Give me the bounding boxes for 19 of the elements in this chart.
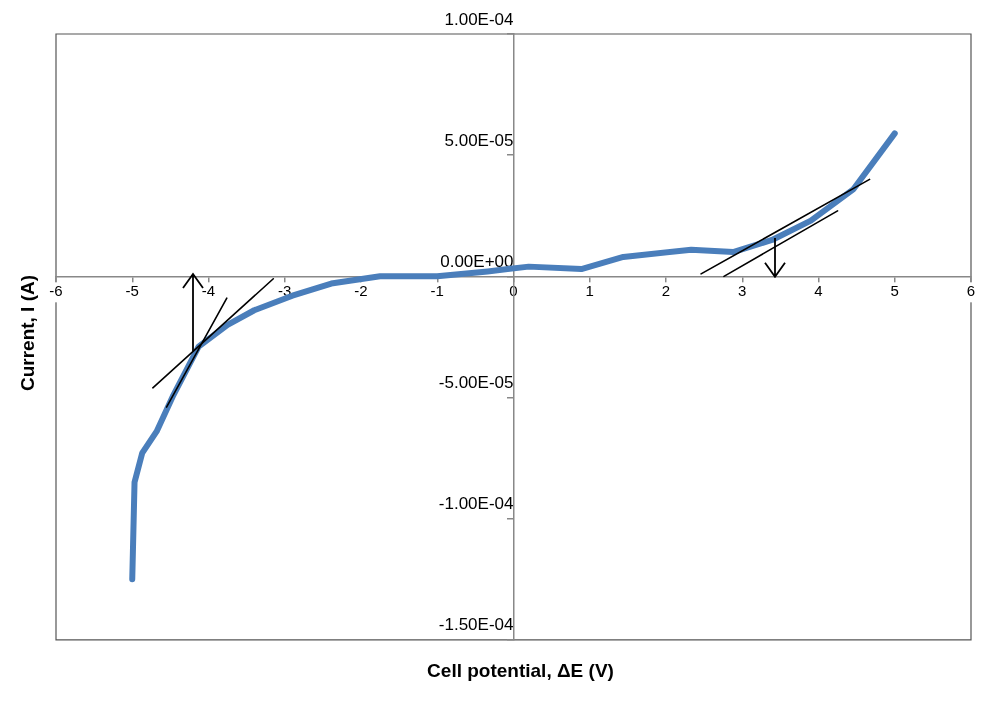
y-tick-label: -1.50E-04 (438, 615, 514, 635)
x-tick-label: 6 (966, 282, 976, 300)
y-tick-label: -5.00E-05 (438, 373, 514, 393)
x-axis-title: Cell potential, ΔE (V) (426, 660, 615, 682)
x-tick-label: 4 (814, 282, 823, 300)
y-axis-title: Current, I (A) (17, 274, 39, 392)
x-tick-label: -6 (49, 282, 63, 300)
y-tick-label: -1.00E-04 (438, 494, 514, 514)
x-tick-label: 5 (890, 282, 899, 300)
x-tick-label: -5 (125, 282, 139, 300)
x-tick-label: 1 (585, 282, 594, 300)
x-tick-label: -2 (354, 282, 368, 300)
y-tick-label: 0.00E+00 (440, 252, 514, 272)
y-tick-label: 1.00E-04 (444, 9, 514, 29)
x-tick-label: -4 (201, 282, 216, 300)
x-tick-label: 3 (738, 282, 747, 300)
y-tick-label: 5.00E-05 (444, 130, 514, 150)
x-tick-label: -1 (430, 282, 444, 300)
x-tick-label: 2 (661, 282, 671, 300)
